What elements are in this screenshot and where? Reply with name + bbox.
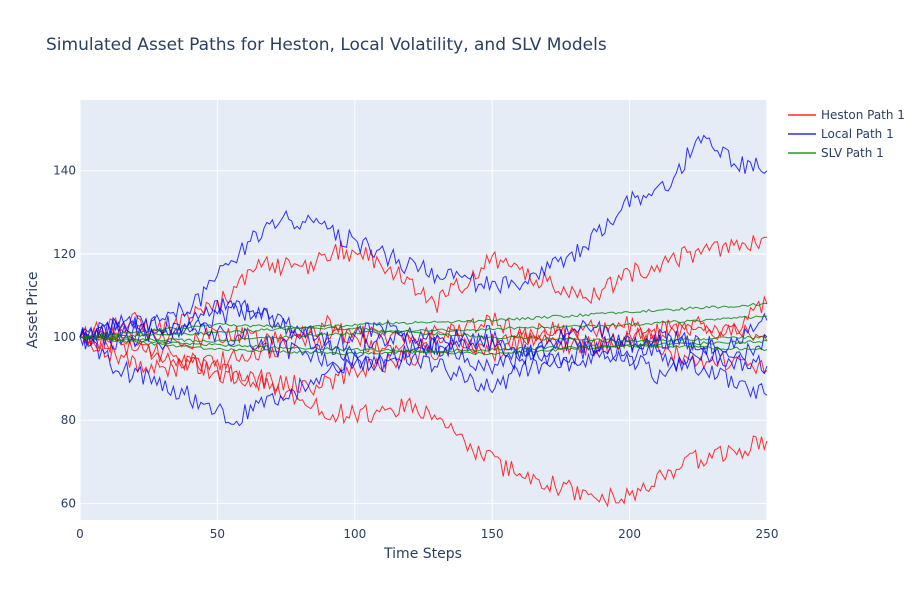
y-axis-title: Asset Price xyxy=(25,272,41,349)
x-tick-label: 0 xyxy=(76,527,84,541)
legend[interactable]: Heston Path 1 Local Path 1 SLV Path 1 xyxy=(788,108,905,160)
heston-path-line xyxy=(79,311,768,363)
series-lines xyxy=(79,134,768,508)
local-path-line xyxy=(79,323,768,399)
legend-item-label[interactable]: SLV Path 1 xyxy=(821,146,884,160)
x-tick-label: 50 xyxy=(210,527,225,541)
y-tick-label: 60 xyxy=(61,496,76,510)
y-tick-label: 80 xyxy=(61,413,76,427)
local-path-line xyxy=(79,312,768,427)
x-tick-labels: 0 50 100 150 200 250 xyxy=(76,527,778,541)
x-tick-label: 150 xyxy=(481,527,504,541)
x-tick-label: 250 xyxy=(756,527,779,541)
x-tick-label: 100 xyxy=(343,527,366,541)
legend-item-label[interactable]: Local Path 1 xyxy=(821,127,894,141)
slv-path-line xyxy=(79,302,768,339)
legend-item-label[interactable]: Heston Path 1 xyxy=(821,108,905,122)
heston-path-line xyxy=(79,235,768,346)
slv-path-line xyxy=(79,315,768,343)
y-tick-label: 100 xyxy=(53,330,76,344)
chart-title: Simulated Asset Paths for Heston, Local … xyxy=(46,35,607,55)
y-tick-labels: 60 80 100 120 140 xyxy=(53,164,76,511)
x-axis-title: Time Steps xyxy=(383,546,462,562)
heston-path-line xyxy=(79,331,768,508)
slv-path-line xyxy=(79,322,768,343)
slv-path-line xyxy=(79,335,768,356)
x-tick-label: 200 xyxy=(618,527,641,541)
y-tick-label: 140 xyxy=(53,164,76,178)
heston-path-line xyxy=(79,295,768,379)
slv-path-line xyxy=(79,336,768,356)
y-tick-label: 120 xyxy=(53,247,76,261)
local-path-line xyxy=(79,134,768,343)
